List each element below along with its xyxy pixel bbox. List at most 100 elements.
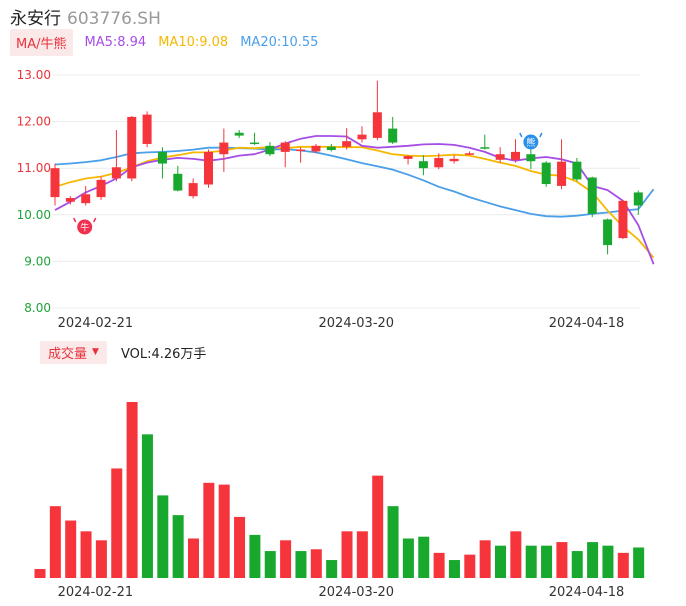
volume-bar [571, 551, 583, 578]
volume-bar [587, 542, 599, 578]
candle-body [188, 183, 198, 197]
candle [572, 157, 582, 182]
candle-body [342, 141, 352, 147]
ma20-value: MA20:10.55 [240, 34, 319, 50]
candle-body [127, 116, 137, 179]
signal-label: 牛 [80, 222, 89, 234]
volume-bar [203, 482, 215, 578]
candle-body [418, 161, 428, 169]
volume-bar [402, 538, 414, 578]
candle [204, 149, 213, 188]
candle-body [157, 151, 167, 164]
x-tick-label: 2024-04-18 [549, 585, 625, 600]
candle-body [265, 145, 275, 155]
candle-body [618, 200, 628, 239]
volume-bar [510, 531, 522, 578]
bear-signal-icon: 熊 [519, 132, 543, 150]
volume-legend: 成交量 ▼ VOL:4.26万手 [40, 340, 206, 364]
volume-bar [65, 520, 77, 578]
ma10-line [54, 145, 655, 259]
signal-label: 熊 [526, 137, 535, 149]
volume-bar [34, 569, 46, 578]
signal-horns [73, 217, 97, 223]
candle [280, 141, 290, 168]
candle [142, 111, 152, 148]
y-tick-label: 13.00 [17, 68, 51, 82]
stock-header: 永安行 603776.SH [10, 4, 161, 29]
candle-body [388, 128, 398, 143]
candle [65, 196, 75, 205]
volume-bar [111, 468, 123, 578]
ma-legend: MA/牛熊 MA5:8.94 MA10:9.08 MA20:10.55 [10, 28, 319, 56]
candle [633, 190, 643, 215]
volume-bar [633, 547, 645, 578]
volume-bar [341, 531, 353, 578]
candle [157, 147, 167, 179]
volume-bar [249, 534, 261, 578]
candle-body [633, 192, 643, 206]
candle-body [557, 161, 567, 186]
volume-bar [157, 495, 169, 578]
volume-bar [280, 540, 292, 578]
candle [449, 155, 459, 164]
candle-body [204, 151, 213, 185]
volume-bar [387, 506, 399, 578]
volume-bar [80, 531, 92, 578]
volume-bar [495, 545, 506, 578]
price-y-axis: 13.00 12.00 11.00 10.00 9.00 8.00 [17, 68, 51, 315]
signal-horns [519, 132, 543, 138]
candle [50, 163, 60, 206]
ma20-line [54, 146, 655, 218]
volume-bar [295, 551, 307, 578]
volume-bar [234, 516, 246, 578]
candle [388, 116, 398, 144]
candle [219, 128, 229, 172]
volume-bar [310, 549, 322, 578]
candle [618, 199, 628, 240]
candle-body [526, 154, 536, 162]
candle [250, 132, 260, 145]
candle [495, 147, 505, 163]
candles [50, 80, 643, 255]
volume-chart[interactable]: 2024-02-21 2024-03-20 2024-04-18 [0, 366, 686, 606]
volume-bar [172, 515, 184, 578]
candle [326, 143, 336, 152]
stock-code: 603776.SH [67, 9, 161, 29]
y-tick-label: 9.00 [24, 254, 51, 268]
x-tick-label: 2024-02-21 [58, 585, 134, 600]
candle-body [480, 147, 490, 149]
candle-body [311, 145, 321, 152]
volume-indicator-toggle[interactable]: 成交量 ▼ [40, 340, 107, 364]
y-tick-label: 8.00 [24, 301, 51, 315]
volume-bar [372, 475, 384, 578]
price-x-axis: 2024-02-21 2024-03-20 2024-04-18 [58, 316, 625, 331]
candle-body [449, 158, 459, 162]
candle-body [250, 142, 260, 145]
candle-body [50, 168, 60, 198]
candle [418, 155, 428, 176]
signal-markers: 牛熊 [73, 132, 543, 235]
volume-bar [617, 552, 629, 578]
volume-bar [218, 484, 230, 578]
volume-bar [464, 554, 476, 578]
volume-bar [556, 542, 568, 578]
candle-body [372, 112, 382, 138]
candle-body [357, 134, 367, 140]
candle-body [603, 219, 613, 246]
volume-bar [188, 538, 199, 578]
candle [526, 149, 536, 170]
ma-indicator-toggle[interactable]: MA/牛熊 [10, 28, 73, 56]
volume-bar [418, 536, 430, 578]
candle [403, 155, 413, 165]
volume-x-axis: 2024-02-21 2024-03-20 2024-04-18 [58, 585, 625, 600]
candle-body [587, 177, 597, 214]
price-grid [52, 74, 640, 309]
volume-bar [326, 560, 338, 578]
candle [464, 151, 474, 156]
candle-body [403, 156, 413, 159]
y-tick-label: 11.00 [17, 161, 51, 175]
candle-body [173, 173, 183, 191]
stock-name: 永安行 [10, 9, 61, 29]
candle-body [219, 142, 229, 155]
